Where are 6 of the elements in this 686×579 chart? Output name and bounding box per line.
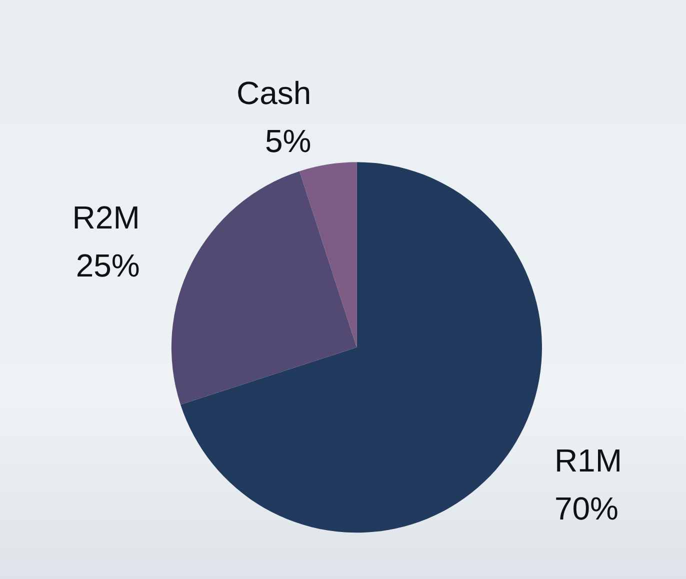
slice-label: R1M (554, 442, 622, 479)
data-label: 25% (76, 247, 140, 284)
slice-label: R2M (72, 199, 140, 236)
slice-label: Cash (236, 74, 312, 111)
data-label: 5% (264, 122, 312, 159)
data-label: 70% (554, 490, 618, 527)
